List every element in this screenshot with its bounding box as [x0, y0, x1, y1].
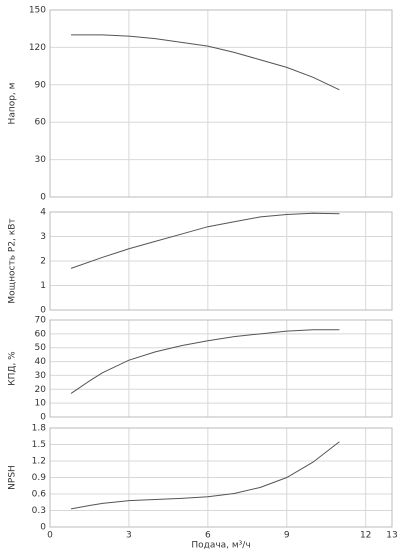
plot-frame: [49, 427, 393, 528]
curve: [70, 441, 340, 510]
y-tick-label: 20: [35, 385, 47, 395]
y-axis-label: Мощность P2, кВт: [8, 218, 18, 303]
plot-frame: [49, 319, 393, 418]
x-tick-label: 3: [126, 531, 132, 541]
y-tick-label: 2: [40, 257, 46, 267]
y-tick-label: 0.9: [32, 473, 47, 483]
y-tick-label: 120: [29, 43, 46, 53]
y-tick-label: 60: [35, 118, 47, 128]
x-axis-label: Подача, м³/ч: [191, 541, 250, 551]
y-tick-label: 1: [40, 281, 46, 291]
y-axis-label: NPSH: [8, 465, 18, 490]
y-tick-label: 3: [40, 232, 46, 242]
curve: [70, 329, 340, 394]
y-tick-label: 10: [35, 399, 47, 409]
y-tick-label: 0.6: [32, 490, 47, 500]
plot-frame: [49, 211, 393, 311]
y-tick-label: 0: [40, 193, 46, 203]
y-tick-label: 1.8: [32, 424, 47, 434]
y-tick-label: 0: [40, 523, 46, 533]
y-tick-label: 150: [29, 6, 46, 16]
y-tick-label: 30: [35, 371, 47, 381]
y-tick-label: 30: [35, 155, 47, 165]
x-tick-label: 0: [47, 531, 53, 541]
plot-frame: [49, 9, 393, 198]
y-tick-label: 60: [35, 329, 47, 339]
y-tick-label: 4: [40, 208, 46, 218]
y-tick-label: 70: [35, 316, 47, 326]
y-tick-label: 0: [40, 306, 46, 316]
x-tick-label: 9: [284, 531, 290, 541]
curve: [70, 212, 340, 269]
x-tick-label: 6: [205, 531, 211, 541]
x-tick-label: 12: [360, 531, 371, 541]
y-tick-label: 1.2: [32, 457, 46, 467]
y-tick-label: 40: [35, 357, 47, 367]
x-tick-label: 13: [386, 531, 397, 541]
y-tick-label: 0: [40, 413, 46, 423]
y-axis-label: Напор, м: [8, 83, 18, 125]
y-tick-label: 50: [35, 343, 47, 353]
y-axis-label: КПД, %: [8, 351, 18, 386]
y-tick-label: 0.3: [32, 506, 46, 516]
y-tick-label: 1.5: [32, 440, 46, 450]
curve: [71, 34, 340, 91]
y-tick-label: 90: [35, 80, 47, 90]
